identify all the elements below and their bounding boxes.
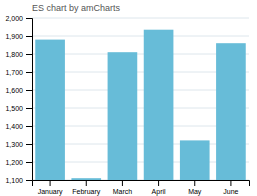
x-axis: January February March April May June (33, 180, 250, 196)
x-tick-mark (122, 180, 123, 186)
x-tick: March (113, 180, 133, 195)
y-tick-mark (26, 108, 32, 109)
y-tick: 1,400 (5, 123, 32, 130)
x-tick-mark (158, 180, 159, 186)
y-axis: 1,100 1,200 1,300 1,400 1,500 1,600 1,700 1,800… (5, 15, 32, 184)
y-axis-line (26, 19, 33, 181)
y-tick: 1,300 (5, 141, 32, 148)
bar (180, 140, 210, 180)
x-tick-mark (86, 180, 87, 186)
y-tick-label: 1,900 (5, 33, 23, 40)
x-axis-line (33, 181, 250, 187)
x-tick-mark (230, 180, 231, 186)
x-tick-label: April (152, 188, 166, 196)
x-tick-label: May (188, 188, 202, 196)
x-tick-label: February (72, 188, 101, 196)
bar (216, 43, 246, 180)
y-tick-label: 1,200 (5, 159, 23, 166)
y-tick-mark (26, 144, 32, 145)
bars (35, 30, 245, 180)
grid (32, 18, 249, 180)
bar (108, 52, 138, 180)
y-tick: 1,700 (5, 69, 32, 76)
bar (71, 178, 101, 180)
y-tick-label: 2,000 (5, 15, 23, 22)
y-tick-label: 1,700 (5, 69, 23, 76)
y-tick-label: 1,400 (5, 123, 23, 130)
x-tick-mark (50, 180, 51, 186)
x-tick-label: March (113, 188, 133, 195)
y-tick-mark (26, 90, 32, 91)
x-tick: February (72, 180, 101, 196)
y-tick-mark (26, 162, 32, 163)
y-tick-mark (26, 54, 32, 55)
bar (35, 40, 65, 180)
x-tick-label: June (223, 188, 238, 195)
chart: 1,100 1,200 1,300 1,400 1,500 1,600 1,700 1,800… (0, 0, 257, 196)
y-tick: 1,100 (5, 177, 32, 184)
y-tick-label: 1,800 (5, 51, 23, 58)
title: ES chart by amCharts (32, 3, 121, 13)
y-tick-mark (26, 36, 32, 37)
y-tick-label: 1,100 (5, 177, 23, 184)
y-tick-mark (26, 180, 32, 181)
plot: 1,100 1,200 1,300 1,400 1,500 1,600 1,700 1,800… (5, 15, 249, 196)
bar (144, 30, 174, 180)
grid-line (32, 36, 249, 37)
y-tick-mark (26, 18, 32, 19)
y-tick-label: 1,500 (5, 105, 23, 112)
y-tick-mark (26, 126, 32, 127)
y-tick-mark (26, 72, 32, 73)
x-tick: May (188, 180, 202, 196)
y-tick: 1,600 (5, 87, 32, 94)
x-tick-label: January (38, 188, 63, 196)
y-tick: 2,000 (5, 15, 32, 22)
x-tick-mark (194, 180, 195, 186)
y-tick: 1,800 (5, 51, 32, 58)
x-tick: January (38, 180, 63, 196)
x-tick: April (152, 180, 166, 196)
y-tick-label: 1,600 (5, 87, 23, 94)
y-tick: 1,900 (5, 33, 32, 40)
grid-line (32, 18, 249, 19)
y-tick: 1,500 (5, 105, 32, 112)
y-tick-label: 1,300 (5, 141, 23, 148)
x-tick: June (223, 180, 238, 195)
y-tick: 1,200 (5, 159, 32, 166)
